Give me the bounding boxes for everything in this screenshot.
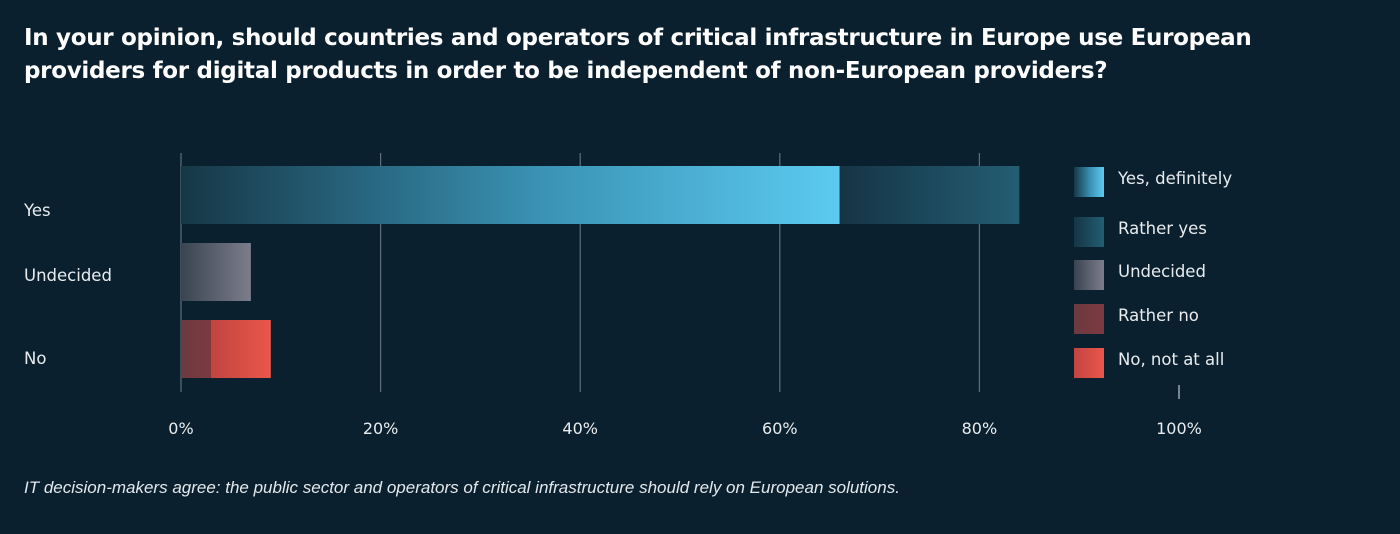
legend-swatch-rather-no: [1074, 304, 1104, 334]
tick-label-20: 20%: [363, 419, 399, 438]
chart-caption: IT decision-makers agree: the public sec…: [24, 478, 900, 497]
bar-yes-rather-yes: [839, 166, 1020, 224]
bar-yes-yes-definitely: [181, 166, 840, 224]
category-label-undecided: Undecided: [24, 266, 112, 285]
bar-no-no-not-at-all: [210, 320, 271, 378]
legend-label-rather-yes: Rather yes: [1118, 219, 1207, 238]
legend-swatch-rather-yes: [1074, 217, 1104, 247]
x-axis-ticks: 0% 20% 40% 60% 80% 100%: [168, 419, 1202, 438]
tick-label-0: 0%: [168, 419, 193, 438]
tick-label-40: 40%: [562, 419, 598, 438]
legend-swatch-undecided: [1074, 260, 1104, 290]
tick-label-60: 60%: [762, 419, 798, 438]
bar-no-rather-no: [181, 320, 211, 378]
legend-swatch-no-not-at-all: [1074, 348, 1104, 378]
legend: Yes, definitely Rather yes Undecided Rather…: [1074, 167, 1232, 378]
legend-label-yes-definitely: Yes, definitely: [1117, 169, 1232, 188]
chart-title: In your opinion, should countries and op…: [24, 25, 1252, 84]
category-label-yes: Yes: [23, 201, 51, 220]
bars: [181, 166, 1020, 378]
tick-label-80: 80%: [962, 419, 998, 438]
tick-label-100: 100%: [1156, 419, 1202, 438]
legend-label-rather-no: Rather no: [1118, 306, 1199, 325]
legend-label-no-not-at-all: No, not at all: [1118, 350, 1224, 369]
category-labels: Yes Undecided No: [23, 201, 112, 368]
category-label-no: No: [24, 349, 46, 368]
bar-undecided-undecided: [181, 243, 251, 301]
legend-label-undecided: Undecided: [1118, 262, 1206, 281]
legend-swatch-yes-definitely: [1074, 167, 1104, 197]
